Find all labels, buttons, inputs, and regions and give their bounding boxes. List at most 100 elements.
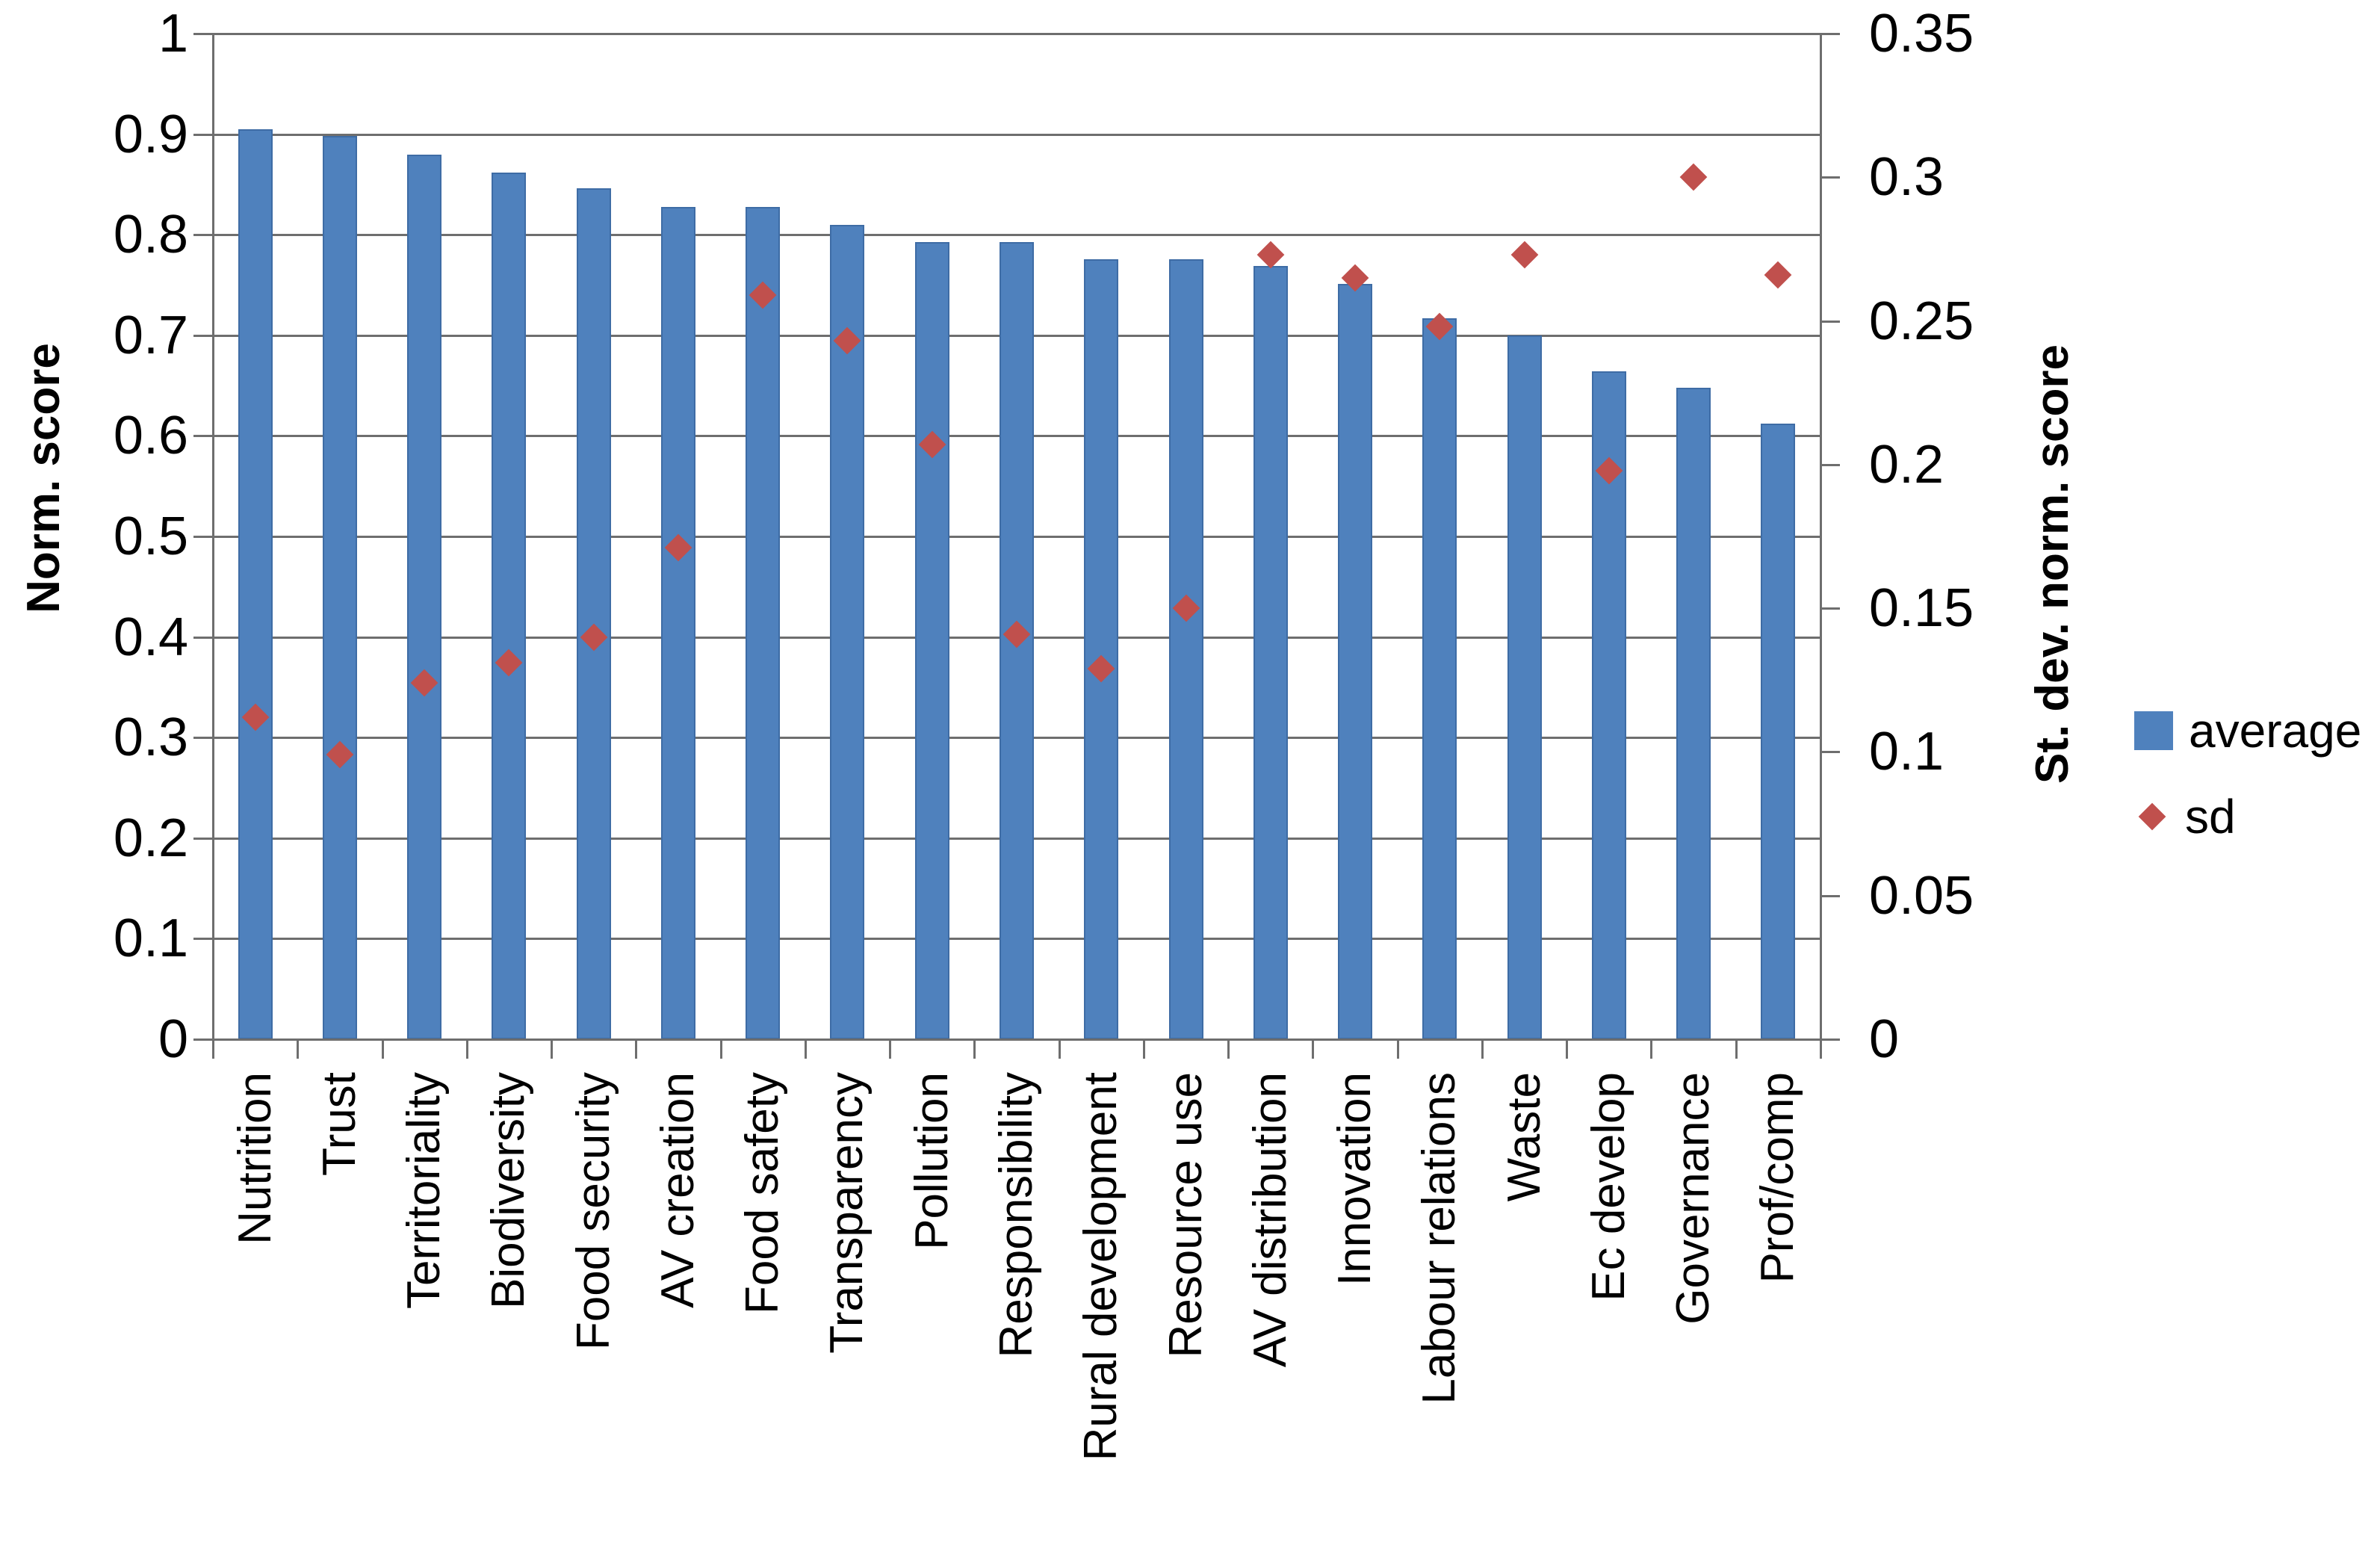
x-axis-tick — [297, 1039, 300, 1059]
left-axis-tick — [193, 334, 213, 337]
x-axis-tick — [1481, 1039, 1484, 1059]
category-label-food-security: Food security — [567, 1072, 619, 1351]
x-axis-tick — [804, 1039, 807, 1059]
bar-innovation — [1338, 284, 1373, 1039]
bar-av-distribution — [1253, 265, 1288, 1039]
left-axis-line — [212, 34, 214, 1059]
category-label-nutrition: Nutrition — [229, 1072, 281, 1245]
right-axis-tick — [1820, 33, 1840, 35]
category-label-resource-use: Resource use — [1159, 1072, 1212, 1358]
x-axis-tick — [551, 1039, 554, 1059]
legend-average-swatch — [2134, 711, 2173, 750]
left-axis-tick-label: 0 — [158, 1009, 188, 1069]
bar-labour-relations — [1422, 318, 1457, 1039]
x-axis-tick — [1735, 1039, 1738, 1059]
left-axis-tick — [193, 737, 213, 740]
category-label-territoriality: Territoriality — [398, 1072, 450, 1309]
right-axis-line — [1820, 34, 1822, 1039]
x-axis-tick — [1396, 1039, 1399, 1059]
x-axis-tick — [1312, 1039, 1315, 1059]
left-axis-tick-label: 1 — [158, 4, 188, 64]
right-axis-title: St. dev. norm. score — [2027, 344, 2078, 784]
bar-trust — [322, 136, 357, 1039]
category-label-av-creation: AV creation — [651, 1072, 704, 1308]
category-label-pollution: Pollution — [905, 1072, 958, 1250]
category-label-transparency: Transparency — [821, 1072, 873, 1354]
category-label-rural-development: Rural development — [1075, 1072, 1127, 1461]
left-axis-tick-label: 0.9 — [113, 104, 188, 164]
sd-marker-av-distribution — [1256, 241, 1285, 269]
bar-nutrition — [238, 129, 273, 1039]
left-axis-tick-label: 0.8 — [113, 205, 188, 265]
left-axis-tick — [193, 1039, 213, 1041]
sd-marker-waste — [1510, 241, 1538, 269]
left-axis-tick-label: 0.7 — [113, 305, 188, 365]
bar-territoriality — [407, 154, 442, 1039]
x-axis-tick — [465, 1039, 468, 1059]
legend-sd-swatch — [2138, 802, 2166, 831]
right-axis-tick-label: 0.1 — [1869, 722, 1944, 782]
left-axis-tick-label: 0.3 — [113, 708, 188, 768]
category-label-biodiversity: Biodiversity — [483, 1072, 535, 1309]
bar-food-safety — [746, 206, 781, 1039]
legend-average-label: average — [2189, 704, 2362, 758]
x-axis-tick — [635, 1039, 638, 1059]
left-axis-tick — [193, 435, 213, 438]
bar-transparency — [830, 224, 865, 1039]
right-axis-tick — [1820, 1039, 1840, 1041]
category-label-ec-develop: Ec develop — [1582, 1072, 1634, 1301]
right-axis-tick — [1820, 751, 1840, 754]
x-axis-tick — [1566, 1039, 1569, 1059]
bar-resource-use — [1168, 259, 1203, 1039]
legend-sd-label: sd — [2185, 790, 2236, 844]
left-axis-tick-label: 0.2 — [113, 808, 188, 868]
left-axis-tick-label: 0.4 — [113, 607, 188, 667]
right-axis-tick — [1820, 176, 1840, 179]
right-axis-tick — [1820, 463, 1840, 466]
category-label-responsibility: Responsibility — [991, 1072, 1042, 1358]
left-axis-tick — [193, 636, 213, 639]
left-axis-tick-label: 0.6 — [113, 406, 188, 466]
right-axis-tick-label: 0.25 — [1869, 291, 1974, 351]
left-axis-title: Norm. score — [18, 343, 69, 613]
x-axis-tick — [1820, 1039, 1822, 1059]
x-axis-tick — [381, 1039, 384, 1059]
left-axis-tick-label: 0.5 — [113, 507, 188, 566]
left-axis-tick — [193, 234, 213, 237]
right-axis-tick-label: 0.3 — [1869, 147, 1944, 208]
x-axis-tick — [1058, 1039, 1061, 1059]
right-axis-tick — [1820, 894, 1840, 897]
right-axis-tick-label: 0.2 — [1869, 434, 1944, 495]
category-label-trust: Trust — [313, 1072, 365, 1176]
category-label-waste: Waste — [1498, 1072, 1550, 1202]
category-label-governance: Governance — [1667, 1072, 1720, 1325]
x-axis-tick — [1650, 1039, 1653, 1059]
x-axis-tick — [212, 1039, 214, 1059]
bar-prof-comp — [1761, 424, 1796, 1039]
left-axis-tick — [193, 536, 213, 538]
bar-av-creation — [660, 206, 695, 1039]
category-label-prof-comp: Prof/comp — [1752, 1072, 1804, 1284]
category-label-av-distribution: AV distribution — [1244, 1072, 1296, 1368]
sd-marker-prof-comp — [1764, 261, 1792, 289]
right-axis-tick — [1820, 607, 1840, 610]
x-axis-tick — [973, 1039, 976, 1059]
category-label-labour-relations: Labour relations — [1413, 1072, 1466, 1405]
bar-governance — [1676, 387, 1711, 1039]
bottom-axis-line — [193, 1039, 1820, 1041]
x-axis-tick — [1142, 1039, 1145, 1059]
x-axis-tick — [719, 1039, 722, 1059]
gridline — [213, 234, 1820, 237]
bar-waste — [1507, 335, 1542, 1039]
left-axis-tick — [193, 133, 213, 136]
gridline — [213, 33, 1820, 35]
left-axis-tick — [193, 33, 213, 35]
bar-biodiversity — [492, 172, 527, 1039]
sd-marker-governance — [1679, 163, 1708, 191]
right-axis-tick — [1820, 320, 1840, 323]
gridline — [213, 133, 1820, 136]
bar-rural-development — [1084, 259, 1119, 1039]
bar-pollution — [914, 241, 949, 1039]
left-axis-tick-label: 0.1 — [113, 909, 188, 969]
